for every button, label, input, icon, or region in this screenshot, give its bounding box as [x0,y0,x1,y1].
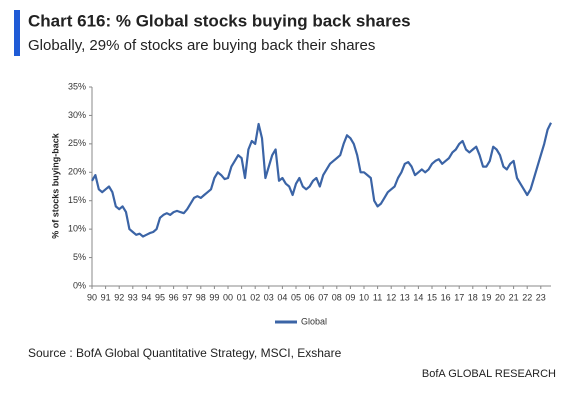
y-tick-label: 10% [68,224,86,234]
x-tick-label: 02 [250,292,260,302]
y-tick-label: 15% [68,195,86,205]
x-tick-label: 20 [495,292,505,302]
x-tick-label: 05 [291,292,301,302]
x-tick-label: 04 [277,292,287,302]
source: Source : BofA Global Quantitative Strate… [28,346,342,360]
y-tick-label: 0% [73,280,86,290]
x-tick-label: 92 [114,292,124,302]
x-tick-label: 14 [413,292,423,302]
x-tick-label: 10 [359,292,369,302]
line-series [91,122,552,238]
x-tick-label: 97 [182,292,192,302]
x-tick-label: 90 [87,292,97,302]
x-tick-label: 23 [536,292,546,302]
x-tick-label: 96 [169,292,179,302]
x-tick-label: 17 [454,292,464,302]
x-tick-label: 98 [196,292,206,302]
x-tick-label: 13 [400,292,410,302]
y-tick-label: 20% [68,167,86,177]
x-tick-label: 11 [373,292,382,302]
x-tick-label: 93 [128,292,138,302]
y-tick-label: 30% [68,110,86,120]
x-tick-label: 00 [223,292,233,302]
y-tick-label: 25% [68,138,86,148]
x-tick-label: 16 [441,292,451,302]
x-tick-label: 19 [481,292,491,302]
x-tick-label: 03 [264,292,274,302]
x-tick-label: 15 [427,292,437,302]
x-tick-label: 22 [522,292,532,302]
x-tick-label: 06 [305,292,315,302]
chart-title: Chart 616: % Global stocks buying back s… [28,11,411,30]
y-tick-label: 5% [73,252,86,262]
x-tick-label: 21 [509,292,519,302]
x-tick-label: 12 [386,292,396,302]
chart-subtitle: Globally, 29% of stocks are buying back … [28,37,375,54]
title-bar [14,10,20,56]
x-tick-label: 99 [209,292,219,302]
footer: BofA GLOBAL RESEARCH [422,368,556,380]
x-tick-label: 01 [237,292,247,302]
x-tick-label: 95 [155,292,165,302]
x-tick-label: 94 [141,292,151,302]
x-tick-label: 09 [345,292,355,302]
x-tick-label: 91 [101,292,111,302]
x-tick-label: 07 [318,292,328,302]
x-tick-label: 18 [468,292,478,302]
y-axis-label: % of stocks buying-back [50,132,60,239]
x-tick-label: 08 [332,292,342,302]
y-tick-label: 35% [68,81,86,91]
legend-label: Global [301,316,327,326]
